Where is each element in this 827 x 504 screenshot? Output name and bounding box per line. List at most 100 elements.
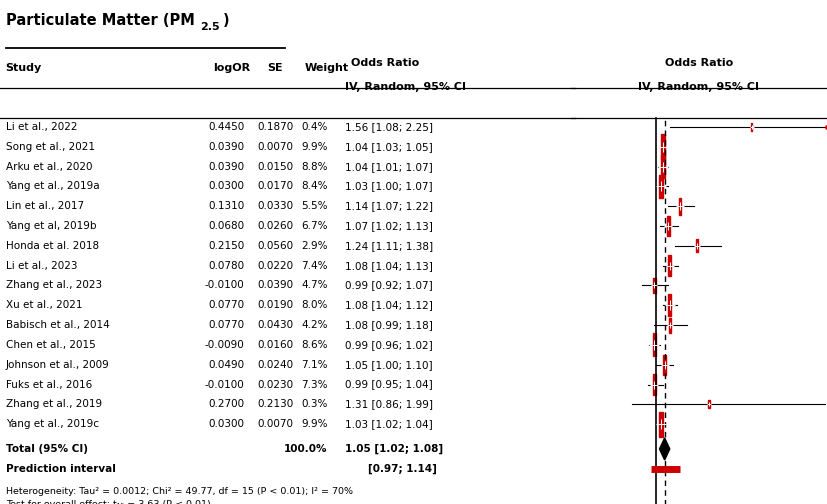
Text: 0.0390: 0.0390 (208, 162, 244, 172)
Text: 0.4450: 0.4450 (208, 122, 244, 132)
Text: 0.0070: 0.0070 (257, 142, 293, 152)
Text: 0.0560: 0.0560 (257, 241, 293, 251)
Text: 2.5: 2.5 (200, 22, 220, 32)
Bar (667, 216, 670, 236)
Text: 1.08 [1.04; 1.12]: 1.08 [1.04; 1.12] (345, 300, 433, 310)
Bar (653, 334, 656, 356)
Text: 8.0%: 8.0% (301, 300, 327, 310)
Text: 0.0780: 0.0780 (208, 261, 244, 271)
Text: Honda et al. 2018: Honda et al. 2018 (6, 241, 99, 251)
Text: 1.14 [1.07; 1.22]: 1.14 [1.07; 1.22] (345, 201, 433, 211)
Text: 9.9%: 9.9% (301, 142, 327, 152)
Text: Particulate Matter (PM: Particulate Matter (PM (6, 13, 194, 28)
Text: 0.2150: 0.2150 (208, 241, 244, 251)
Text: 1.08 [0.99; 1.18]: 1.08 [0.99; 1.18] (345, 320, 433, 330)
Text: 0.0160: 0.0160 (257, 340, 293, 350)
Text: 2.9%: 2.9% (301, 241, 327, 251)
Text: 1.03 [1.00; 1.07]: 1.03 [1.00; 1.07] (345, 181, 433, 192)
Text: Li et al., 2023: Li et al., 2023 (6, 261, 77, 271)
Text: ): ) (223, 13, 230, 28)
Text: -0.0090: -0.0090 (204, 340, 244, 350)
Text: Lin et al., 2017: Lin et al., 2017 (6, 201, 84, 211)
Text: 0.1870: 0.1870 (257, 122, 293, 132)
Bar (668, 256, 672, 276)
Text: 4.2%: 4.2% (301, 320, 327, 330)
Bar (659, 175, 663, 198)
Text: Odds Ratio: Odds Ratio (665, 58, 733, 68)
Text: 0.0390: 0.0390 (257, 280, 293, 290)
Text: 5.5%: 5.5% (301, 201, 327, 211)
Text: 0.0680: 0.0680 (208, 221, 244, 231)
Text: 100.0%: 100.0% (284, 444, 327, 454)
Text: 1.03 [1.02; 1.04]: 1.03 [1.02; 1.04] (345, 419, 433, 429)
Text: 1.05 [1.02; 1.08]: 1.05 [1.02; 1.08] (345, 444, 443, 454)
Text: 0.0430: 0.0430 (257, 320, 293, 330)
Text: 0.0220: 0.0220 (257, 261, 293, 271)
Text: Study: Study (6, 63, 42, 73)
Text: 0.0170: 0.0170 (257, 181, 293, 192)
Text: 8.8%: 8.8% (301, 162, 327, 172)
Bar (661, 155, 665, 178)
Bar (696, 239, 698, 252)
Text: IV, Random, 95% CI: IV, Random, 95% CI (638, 82, 759, 92)
Text: IV, Random, 95% CI: IV, Random, 95% CI (345, 82, 466, 92)
Text: SE: SE (267, 63, 283, 73)
Text: 0.99 [0.95; 1.04]: 0.99 [0.95; 1.04] (345, 380, 433, 390)
Bar (661, 134, 665, 159)
Text: 1.31 [0.86; 1.99]: 1.31 [0.86; 1.99] (345, 399, 433, 409)
Text: Zhang et al., 2023: Zhang et al., 2023 (6, 280, 102, 290)
Text: 0.0150: 0.0150 (257, 162, 293, 172)
Text: Yang et al, 2019b: Yang et al, 2019b (6, 221, 96, 231)
Text: Weight: Weight (304, 63, 349, 73)
Text: 0.0300: 0.0300 (208, 419, 244, 429)
Bar (751, 123, 753, 131)
Text: Li et al., 2022: Li et al., 2022 (6, 122, 77, 132)
Text: 0.0230: 0.0230 (257, 380, 293, 390)
Text: 0.99 [0.96; 1.02]: 0.99 [0.96; 1.02] (345, 340, 433, 350)
Text: logOR: logOR (213, 63, 250, 73)
Text: Prediction interval: Prediction interval (6, 464, 116, 474)
Text: 0.1310: 0.1310 (208, 201, 244, 211)
Text: [0.97; 1.14]: [0.97; 1.14] (368, 464, 437, 474)
Text: Arku et al., 2020: Arku et al., 2020 (6, 162, 93, 172)
Text: 1.24 [1.11; 1.38]: 1.24 [1.11; 1.38] (345, 241, 433, 251)
Text: 0.0300: 0.0300 (208, 181, 244, 192)
Text: 0.0330: 0.0330 (257, 201, 293, 211)
Polygon shape (659, 438, 670, 460)
Text: 0.0490: 0.0490 (208, 360, 244, 370)
Text: 4.7%: 4.7% (301, 280, 327, 290)
Text: Heterogeneity: Tau² = 0.0012; Chi² = 49.77, df = 15 (P < 0.01); I² = 70%: Heterogeneity: Tau² = 0.0012; Chi² = 49.… (6, 486, 353, 495)
Bar (663, 355, 667, 375)
Text: 8.6%: 8.6% (301, 340, 327, 350)
Bar (659, 411, 663, 436)
Text: 0.99 [0.92; 1.07]: 0.99 [0.92; 1.07] (345, 280, 433, 290)
Text: 0.0770: 0.0770 (208, 300, 244, 310)
Text: 1.56 [1.08; 2.25]: 1.56 [1.08; 2.25] (345, 122, 433, 132)
Text: Yang et al., 2019a: Yang et al., 2019a (6, 181, 99, 192)
Text: 0.0190: 0.0190 (257, 300, 293, 310)
Text: 6.7%: 6.7% (301, 221, 327, 231)
Text: 7.4%: 7.4% (301, 261, 327, 271)
Text: Babisch et al., 2014: Babisch et al., 2014 (6, 320, 109, 330)
Text: 0.4%: 0.4% (301, 122, 327, 132)
Text: 1.07 [1.02; 1.13]: 1.07 [1.02; 1.13] (345, 221, 433, 231)
Text: Fuks et al., 2016: Fuks et al., 2016 (6, 380, 92, 390)
Text: 0.0240: 0.0240 (257, 360, 293, 370)
Text: Yang et al., 2019c: Yang et al., 2019c (6, 419, 98, 429)
Bar (679, 198, 681, 215)
Bar (653, 278, 656, 293)
Text: 0.0770: 0.0770 (208, 320, 244, 330)
Text: 7.1%: 7.1% (301, 360, 327, 370)
Text: 0.0390: 0.0390 (208, 142, 244, 152)
Text: -0.0100: -0.0100 (204, 380, 244, 390)
Text: 0.0070: 0.0070 (257, 419, 293, 429)
Text: 0.2130: 0.2130 (257, 399, 293, 409)
Text: 0.3%: 0.3% (301, 399, 327, 409)
Text: Total (95% CI): Total (95% CI) (6, 444, 88, 454)
Text: -0.0100: -0.0100 (204, 280, 244, 290)
Text: 0.0260: 0.0260 (257, 221, 293, 231)
Bar (709, 400, 710, 408)
Text: Test for overall effect: t₁₅ = 3.63 (P < 0.01): Test for overall effect: t₁₅ = 3.63 (P <… (6, 500, 211, 504)
Bar (668, 318, 671, 333)
Bar (653, 374, 656, 395)
